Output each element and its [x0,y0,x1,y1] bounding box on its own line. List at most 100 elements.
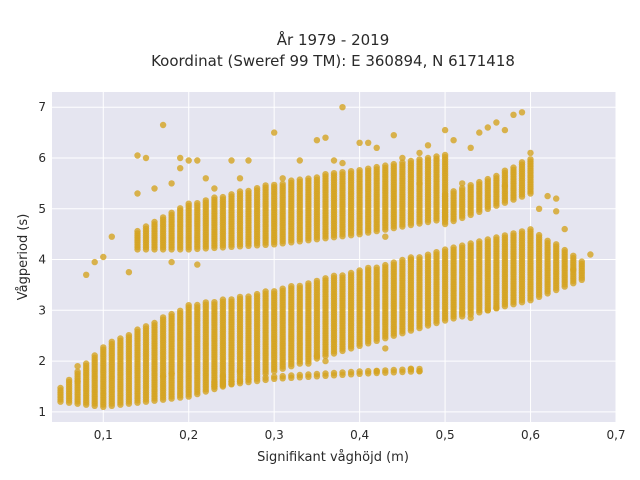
data-point [194,301,201,309]
data-point [416,368,423,375]
data-point [57,384,64,392]
data-point [450,188,457,195]
data-point [142,223,150,230]
data-point [159,314,167,321]
data-point [518,109,526,116]
data-point [459,309,466,316]
data-point [356,139,363,146]
data-point [253,185,261,192]
y-axis-ticks: 1 2 3 4 5 6 7 [38,100,46,419]
data-point [305,371,312,378]
data-point [296,157,303,164]
data-point [108,338,116,345]
data-point [177,205,184,212]
data-point [142,323,150,330]
data-point [159,373,167,380]
x-tick-label: 0,3 [265,428,284,442]
data-point [108,233,116,240]
data-point [100,344,107,351]
data-point [91,352,98,359]
data-point [510,164,517,171]
y-tick-label: 7 [38,100,46,114]
data-point [390,259,397,266]
data-point [305,280,312,287]
data-point [467,144,474,151]
data-point [484,124,491,131]
y-axis-title: Vågperiod (s) [16,214,31,301]
data-point [561,246,568,254]
data-point [441,151,449,159]
data-point [194,157,201,164]
data-point [467,182,474,189]
data-point [382,345,389,352]
data-point [330,157,338,164]
data-point [245,187,252,195]
data-point [339,272,346,279]
x-tick-label: 0,4 [350,428,369,442]
data-point [194,261,201,268]
data-point [424,251,432,258]
data-point [202,197,209,204]
chart-title-line1: År 1979 - 2019 [277,30,390,49]
y-tick-label: 4 [38,253,46,267]
data-point [382,162,389,169]
x-axis-title: Signifikant våghöjd (m) [257,450,409,465]
data-point [288,177,295,184]
data-point [262,374,269,381]
data-point [219,296,227,303]
data-point [313,277,321,285]
x-tick-label: 0,7 [606,428,625,442]
data-point [134,152,141,159]
data-point [228,191,235,198]
data-point [407,365,415,372]
data-point [288,283,295,290]
data-point [219,193,227,201]
data-point [373,163,380,171]
data-point [484,236,491,243]
data-point [74,378,81,385]
data-point [211,185,218,192]
data-point [339,104,346,111]
data-point [236,175,244,182]
data-point [185,200,192,207]
data-point [399,154,406,162]
x-tick-label: 0,1 [94,428,113,442]
y-tick-label: 6 [38,151,46,165]
data-point [296,282,303,290]
data-point [424,142,432,149]
data-point [202,299,209,306]
data-point [441,126,449,134]
data-point [476,129,483,136]
data-point [262,288,269,295]
data-point [313,137,321,144]
data-point [459,242,466,249]
chart-title-line2: Koordinat (Sweref 99 TM): E 360894, N 61… [151,52,515,70]
data-point [365,367,372,375]
data-point [313,352,321,360]
data-point [416,149,423,157]
data-point [493,119,500,126]
data-point [151,185,158,192]
data-point [476,178,483,186]
data-point [177,307,184,314]
data-point [151,218,158,226]
data-point [177,165,184,172]
data-point [296,176,303,183]
data-point [236,377,244,385]
data-point [253,290,261,298]
data-point [211,194,218,201]
x-axis-ticks: 0,1 0,2 0,3 0,4 0,5 0,6 0,7 [94,428,626,442]
data-point [459,180,466,187]
data-point [228,378,235,386]
data-point [83,360,90,367]
data-point [544,237,551,244]
data-point [365,264,372,272]
data-point [177,154,184,162]
data-point [305,360,312,367]
data-point [441,191,449,198]
data-point [74,363,81,370]
data-point [553,208,560,215]
data-point [484,307,491,314]
data-point [117,335,124,342]
data-point [553,241,560,248]
